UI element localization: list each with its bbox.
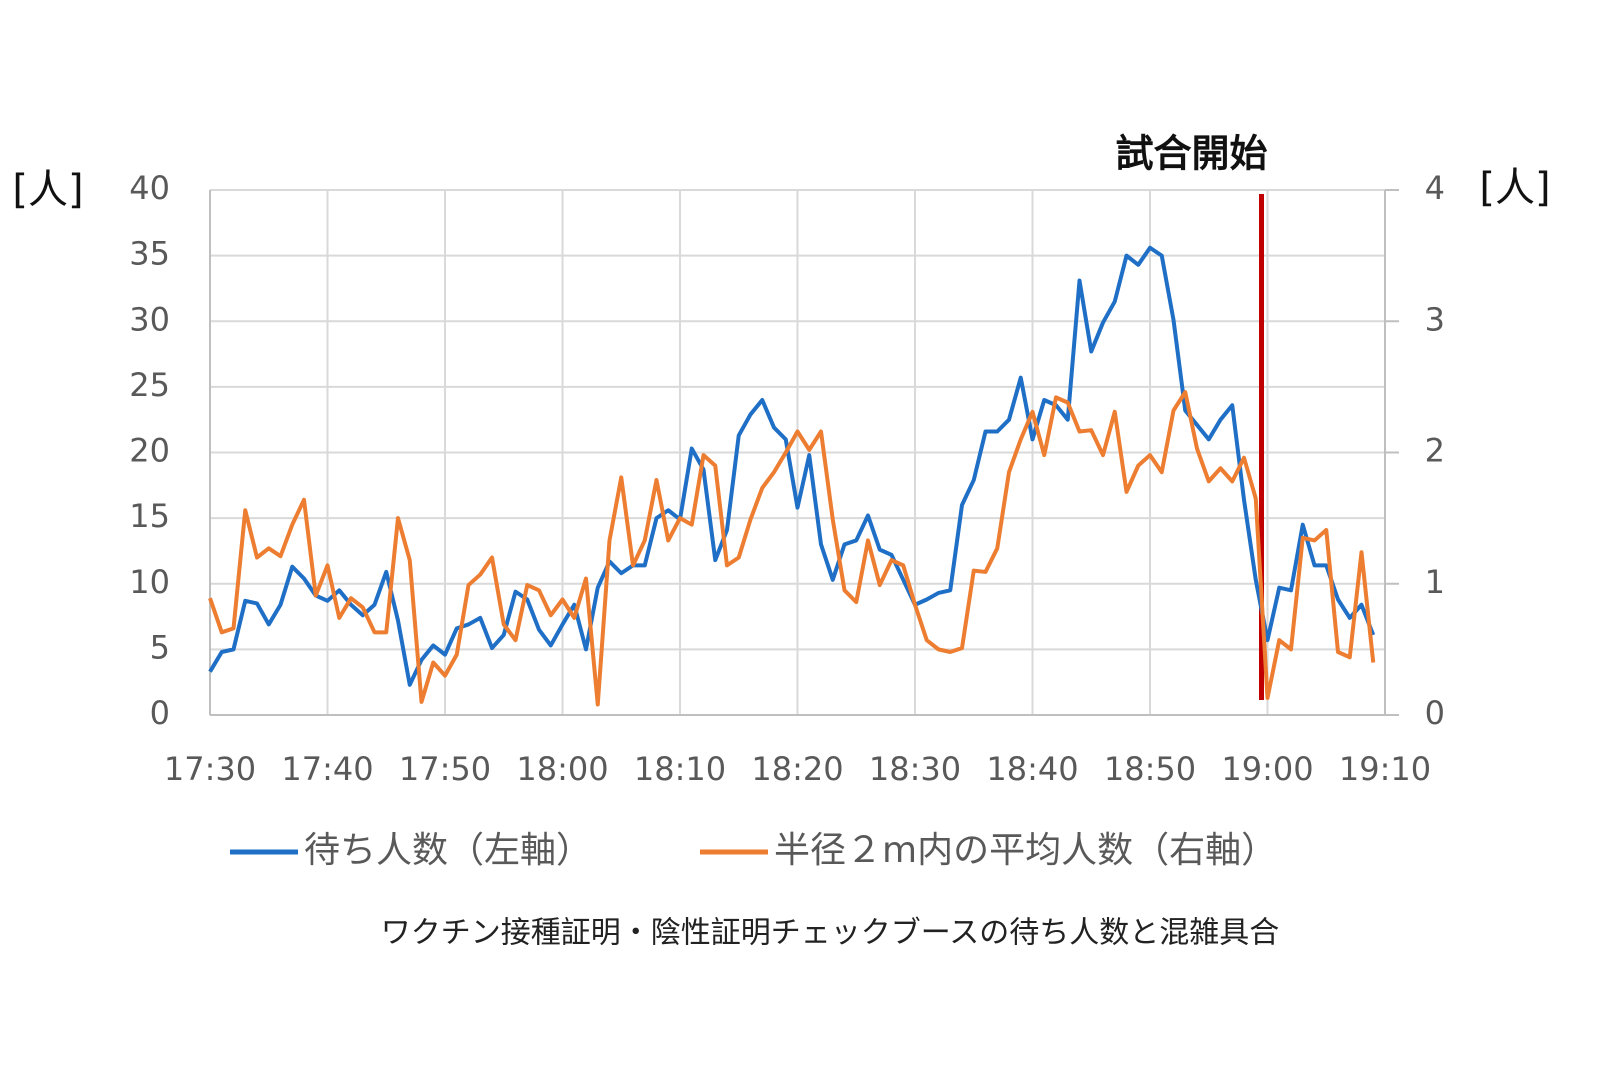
x-tick-label: 18:40 bbox=[986, 750, 1078, 788]
x-tick-label: 18:20 bbox=[751, 750, 843, 788]
y-tick-label: 35 bbox=[129, 235, 170, 273]
series-line bbox=[208, 245, 1376, 687]
x-tick-label: 18:10 bbox=[634, 750, 726, 788]
y-tick-label: 25 bbox=[129, 366, 170, 404]
y2-tick-label: 3 bbox=[1425, 300, 1445, 338]
annotation-text: 試合開始 bbox=[1115, 132, 1267, 176]
x-tick-label: 19:00 bbox=[1221, 750, 1313, 788]
x-tick-label: 18:50 bbox=[1104, 750, 1196, 788]
y-tick-label: 5 bbox=[150, 628, 170, 666]
x-tick-label: 17:40 bbox=[281, 750, 373, 788]
y2-axis-label: [人] bbox=[1479, 165, 1550, 211]
y2-tick-label: 2 bbox=[1425, 432, 1445, 470]
series-line bbox=[208, 390, 1376, 707]
legend-label: 待ち人数（左軸） bbox=[304, 830, 592, 871]
x-tick-label: 18:00 bbox=[516, 750, 608, 788]
y-tick-label: 15 bbox=[129, 497, 170, 535]
x-tick-label: 17:30 bbox=[164, 750, 256, 788]
y-axis-label: [人] bbox=[12, 167, 83, 213]
y2-tick-label: 0 bbox=[1425, 694, 1445, 732]
legend-label: 半径２m内の平均人数（右軸） bbox=[774, 830, 1277, 871]
x-tick-label: 17:50 bbox=[399, 750, 491, 788]
caption: ワクチン接種証明・陰性証明チェックブースの待ち人数と混雑具合 bbox=[381, 916, 1280, 951]
x-tick-label: 18:30 bbox=[869, 750, 961, 788]
y2-tick-label: 1 bbox=[1425, 563, 1445, 601]
y-tick-label: 40 bbox=[129, 169, 170, 207]
y-tick-label: 0 bbox=[150, 694, 170, 732]
y-tick-label: 10 bbox=[129, 563, 170, 601]
y-tick-label: 20 bbox=[129, 432, 170, 470]
x-tick-label: 19:10 bbox=[1339, 750, 1431, 788]
y-tick-label: 30 bbox=[129, 300, 170, 338]
y2-tick-label: 4 bbox=[1425, 169, 1445, 207]
